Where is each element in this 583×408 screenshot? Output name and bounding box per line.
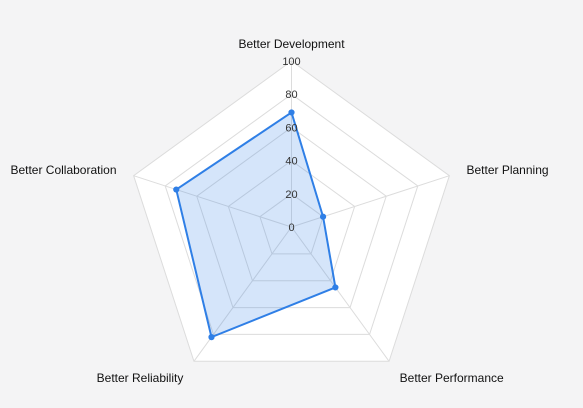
grid-ring-20	[259, 193, 324, 255]
grid-ring-40	[227, 159, 356, 282]
tick-label: 100	[282, 56, 300, 68]
tick-label: 40	[285, 156, 297, 168]
axis-label: Better Reliability	[97, 371, 184, 385]
grid-ring-100	[133, 60, 450, 362]
radar-grid	[133, 60, 450, 362]
data-point[interactable]	[319, 213, 327, 220]
grid-ring-60	[196, 126, 387, 309]
axis-label: Better Planning	[466, 163, 548, 177]
axis-label: Better Development	[238, 37, 345, 51]
tick-label: 60	[285, 122, 297, 134]
data-point[interactable]	[332, 284, 339, 291]
tick-label: 20	[285, 189, 297, 201]
grid-spoke	[291, 226, 390, 362]
axis-label: Better Performance	[400, 371, 504, 385]
axis-label: Better Collaboration	[10, 163, 116, 177]
grid-spoke	[291, 175, 450, 228]
grid-spoke	[133, 175, 292, 228]
grid-ring-80	[164, 93, 419, 335]
data-point[interactable]	[173, 186, 180, 193]
radar-series	[173, 109, 339, 341]
series-area	[175, 111, 337, 339]
tick-label: 80	[285, 89, 297, 101]
radar-labels: 0 20 40 60 80 100 Better Development Better Pla…	[10, 37, 548, 385]
tick-label: 0	[288, 222, 294, 234]
data-point[interactable]	[288, 109, 295, 116]
data-point[interactable]	[208, 334, 215, 341]
